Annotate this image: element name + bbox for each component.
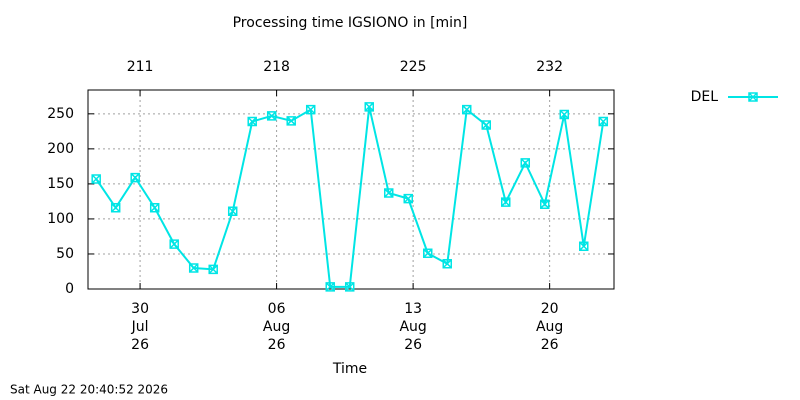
data-point <box>149 202 160 213</box>
plot-frame <box>87 89 615 290</box>
data-point <box>344 282 355 292</box>
data-point <box>325 282 335 292</box>
y-tick-label: 150 <box>47 176 74 192</box>
data-point <box>110 202 121 213</box>
data-point <box>579 241 589 252</box>
data-point <box>208 264 218 275</box>
chart-title: Processing time IGSIONO in [min] <box>233 15 468 31</box>
data-line <box>95 106 605 288</box>
y-tick-label: 200 <box>47 141 74 157</box>
data-point <box>422 248 433 259</box>
x-tick-label: 26 <box>268 337 286 353</box>
x2-tick-label: 218 <box>263 59 290 75</box>
y-tick-label: 250 <box>47 106 74 122</box>
data-point <box>266 111 277 121</box>
x-tick-label: Aug <box>263 319 290 335</box>
x2-tick-label: 211 <box>127 59 154 75</box>
x-tick-label: Jul <box>131 319 149 335</box>
x-tick-label: 06 <box>268 301 286 317</box>
data-point <box>305 104 316 115</box>
data-point <box>559 109 570 120</box>
legend-label: DEL <box>691 89 719 105</box>
data-point <box>403 193 413 204</box>
y-tick-label: 100 <box>47 211 74 227</box>
data-point <box>91 174 101 184</box>
data-point <box>462 104 472 115</box>
x2-tick-label: 232 <box>536 59 563 75</box>
x2-tick-label: 225 <box>400 59 427 75</box>
data-point <box>442 259 452 269</box>
y-tick-label: 50 <box>56 246 74 262</box>
data-point <box>501 197 511 207</box>
x-axis-label: Time <box>332 361 367 377</box>
data-point <box>481 120 492 130</box>
data-point <box>247 116 257 127</box>
x-tick-label: 26 <box>541 337 559 353</box>
data-point <box>188 263 199 273</box>
timestamp: Sat Aug 22 20:40:52 2026 <box>10 383 168 397</box>
data-point <box>364 102 374 112</box>
x-tick-label: 26 <box>131 337 149 353</box>
x-tick-label: 13 <box>404 301 422 317</box>
data-point <box>130 172 140 183</box>
x-tick-label: Aug <box>536 319 563 335</box>
data-point <box>383 188 394 198</box>
legend-marker <box>748 92 758 102</box>
data-point <box>227 206 238 216</box>
data-point <box>540 199 550 209</box>
y-tick-label: 0 <box>65 281 74 297</box>
data-point <box>598 116 609 127</box>
x-tick-label: 20 <box>541 301 559 317</box>
x-tick-label: 30 <box>131 301 149 317</box>
x-tick-label: 26 <box>404 337 422 353</box>
x-tick-label: Aug <box>399 319 426 335</box>
data-point <box>286 116 296 126</box>
data-point <box>520 158 531 168</box>
data-point <box>169 239 179 249</box>
